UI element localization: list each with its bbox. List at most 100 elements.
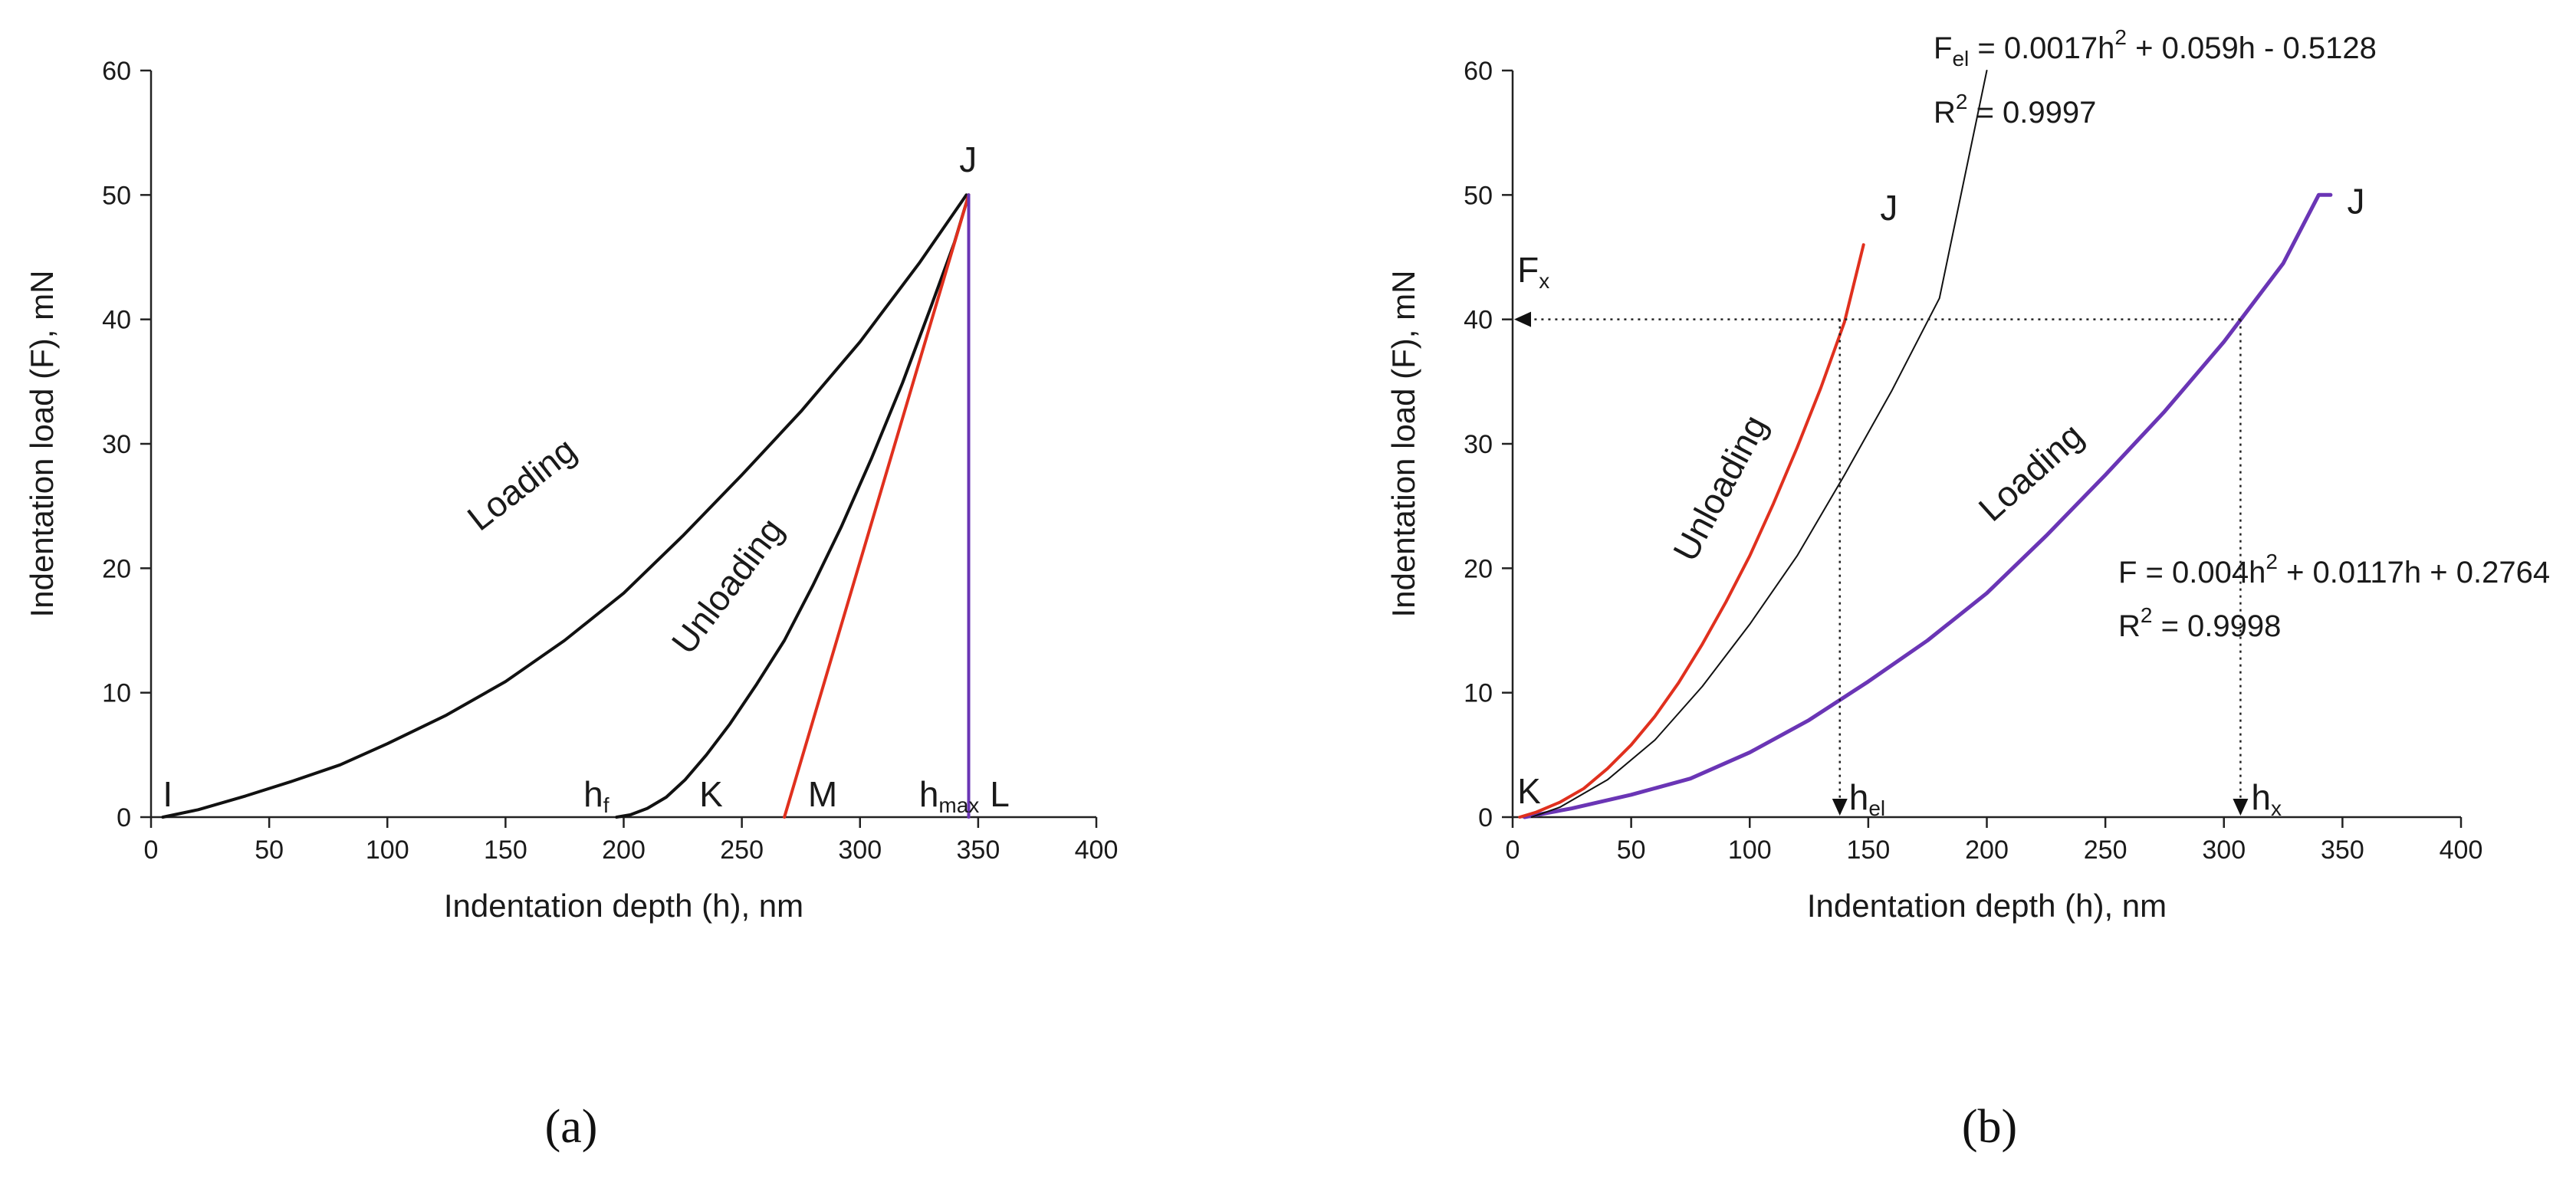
loading-label: Loading bbox=[1971, 415, 2091, 529]
panel-a-chart: 0 50 100 150 200 250 300 350 400 0 10 20 30 40 50 60 Ind… bbox=[24, 57, 1118, 924]
y-tick-label: 10 bbox=[1464, 679, 1493, 708]
hx-arrowhead bbox=[2233, 799, 2249, 816]
point-label-j: J bbox=[959, 140, 977, 179]
hel-symbol: h bbox=[1849, 777, 1869, 817]
x-tick-label: 150 bbox=[484, 836, 527, 865]
point-label-h: hf bbox=[583, 774, 610, 817]
x-tick-label: 300 bbox=[838, 836, 882, 865]
x-tick-label: 150 bbox=[1847, 836, 1891, 865]
y-tick-label: 10 bbox=[102, 679, 131, 708]
y-tick-label: 50 bbox=[102, 181, 131, 210]
point-label-main: J bbox=[959, 140, 977, 179]
x-tick-label: 400 bbox=[1075, 836, 1119, 865]
x-axis-label: Indentation depth (h), nm bbox=[444, 888, 803, 924]
point-label-l: L bbox=[990, 774, 1010, 814]
point-label-main: M bbox=[808, 774, 837, 814]
panel-b-chart: 0 50 100 150 200 250 300 350 400 0 10 20 30 40 50 60 Ind… bbox=[1385, 25, 2550, 924]
f-equation-rest: + 0.0117h + 0.2764 bbox=[2278, 556, 2550, 589]
fel-subscript: el bbox=[1952, 47, 1969, 71]
point-label-j-unloading: J bbox=[1880, 188, 1898, 228]
point-label-k: K bbox=[1517, 771, 1541, 811]
x-axis-label: Indentation depth (h), nm bbox=[1807, 888, 2167, 924]
fx-subscript: x bbox=[1539, 269, 1549, 293]
point-label-main: h bbox=[919, 774, 939, 814]
series-unloading-line bbox=[1518, 243, 1865, 819]
x-tick-label: 250 bbox=[2084, 836, 2128, 865]
series-unloading-line bbox=[615, 193, 971, 819]
x-tick-label: 100 bbox=[1728, 836, 1772, 865]
x-tick-label: 350 bbox=[2321, 836, 2364, 865]
panel-label-a: (a) bbox=[545, 1101, 598, 1153]
fel-exponent: 2 bbox=[2114, 25, 2127, 49]
x-tick-label: 400 bbox=[2440, 836, 2483, 865]
x-tick-label: 100 bbox=[366, 836, 409, 865]
unloading-label: Unloading bbox=[664, 511, 791, 662]
r2-top-symbol: R bbox=[1934, 96, 1956, 130]
hel-subscript: el bbox=[1868, 796, 1885, 820]
y-tick-label: 0 bbox=[117, 803, 131, 832]
y-tick-label: 20 bbox=[102, 554, 131, 583]
r2-bottom-exponent: 2 bbox=[2141, 603, 2153, 627]
x-tick-label: 200 bbox=[602, 836, 646, 865]
r2-bottom: R2 = 0.9998 bbox=[2118, 603, 2281, 643]
hx-subscript: x bbox=[2271, 796, 2282, 820]
fx-arrowhead bbox=[1514, 311, 1531, 327]
series-loading-line bbox=[161, 193, 968, 819]
x-tick-label: 300 bbox=[2202, 836, 2246, 865]
y-tick-label: 0 bbox=[1478, 803, 1493, 832]
hx-symbol: h bbox=[2251, 777, 2271, 817]
point-label-main: I bbox=[163, 774, 172, 814]
y-tick-label: 40 bbox=[1464, 306, 1493, 335]
point-label-k: K bbox=[699, 774, 723, 814]
r2-top-exponent: 2 bbox=[1956, 90, 1968, 113]
point-label-i: I bbox=[163, 774, 172, 814]
r2-top: R2 = 0.9997 bbox=[1934, 90, 2096, 130]
point-label-subscript: max bbox=[938, 793, 979, 817]
y-tick-label: 40 bbox=[102, 306, 131, 335]
x-tick-label: 50 bbox=[255, 836, 284, 865]
y-tick-label: 30 bbox=[102, 430, 131, 459]
r2-top-value: = 0.9997 bbox=[1967, 96, 2096, 130]
panel-label-b: (b) bbox=[1962, 1101, 2017, 1153]
loading-label: Loading bbox=[460, 429, 583, 538]
point-label-j-loading: J bbox=[2348, 182, 2365, 222]
f-equation: F = 0.004h2 + 0.0117h + 0.2764 bbox=[2118, 550, 2550, 589]
series-loading-line bbox=[1523, 192, 2333, 819]
fel-equation-rest: + 0.059h - 0.5128 bbox=[2127, 31, 2377, 65]
r2-bottom-value: = 0.9998 bbox=[2152, 609, 2281, 643]
point-label-subscript: f bbox=[603, 793, 610, 817]
f-equation-main: F = 0.004h bbox=[2118, 556, 2266, 589]
f-exponent: 2 bbox=[2266, 550, 2278, 573]
y-tick-label: 20 bbox=[1464, 554, 1493, 583]
fel-symbol: F bbox=[1934, 31, 1952, 65]
x-tick-label: 50 bbox=[1617, 836, 1646, 865]
point-label-main: L bbox=[990, 774, 1010, 814]
hel-arrowhead bbox=[1832, 799, 1848, 816]
fx-label: Fx bbox=[1517, 250, 1549, 293]
fx-symbol: F bbox=[1517, 250, 1539, 290]
fel-equation: Fel = 0.0017h2 + 0.059h - 0.5128 bbox=[1934, 25, 2377, 71]
hel-label: hel bbox=[1849, 777, 1885, 820]
point-label-main: K bbox=[699, 774, 723, 814]
unloading-label: Unloading bbox=[1665, 409, 1775, 567]
y-tick-label: 30 bbox=[1464, 430, 1493, 459]
x-tick-label: 250 bbox=[720, 836, 764, 865]
hx-label: hx bbox=[2251, 777, 2282, 820]
y-axis-label: Indentation load (F), mN bbox=[1385, 271, 1421, 618]
y-tick-label: 60 bbox=[1464, 57, 1493, 86]
r2-bottom-symbol: R bbox=[2118, 609, 2141, 643]
x-tick-label: 200 bbox=[1965, 836, 2009, 865]
point-label-h: hmax bbox=[919, 774, 980, 817]
x-tick-label: 0 bbox=[144, 836, 159, 865]
point-label-m: M bbox=[808, 774, 837, 814]
y-axis-label: Indentation load (F), mN bbox=[24, 271, 60, 618]
fel-equation-main: = 0.0017h bbox=[1969, 31, 2114, 65]
series-tangent-line bbox=[783, 193, 971, 819]
point-label-main: h bbox=[583, 774, 603, 814]
series-fit-line bbox=[1530, 70, 1988, 818]
x-tick-label: 0 bbox=[1506, 836, 1520, 865]
x-tick-label: 350 bbox=[957, 836, 1001, 865]
y-tick-label: 50 bbox=[1464, 181, 1493, 210]
y-tick-label: 60 bbox=[102, 57, 131, 86]
